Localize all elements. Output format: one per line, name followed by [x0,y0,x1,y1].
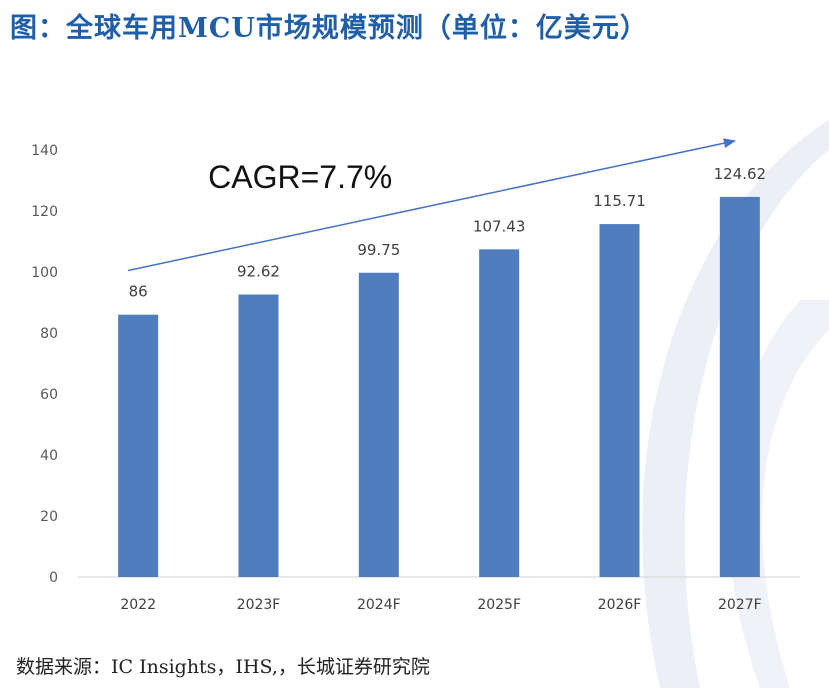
cagr-annotation: CAGR=7.7% [128,138,736,272]
data-label: 115.71 [593,192,646,210]
data-label: 92.62 [237,263,280,281]
x-tick-label: 2026F [598,597,642,613]
y-tick-label: 60 [40,387,58,403]
trend-arrow [128,138,736,272]
cagr-label: CAGR=7.7% [208,159,392,195]
bar [599,224,640,577]
data-label: 107.43 [473,217,526,235]
bar [358,272,399,577]
y-tick-label: 120 [31,204,58,220]
data-label: 99.75 [357,241,400,259]
y-tick-label: 0 [49,570,58,586]
x-tick-label: 2027F [718,597,762,613]
bar [719,196,760,577]
source-note: 数据来源：IC Insights，IHS,，长城证券研究院 [16,656,430,678]
y-tick-label: 80 [40,326,58,342]
y-tick-label: 40 [40,448,58,464]
data-labels: 2022 86 2023F 92.62 2024F 99.75 2025F 107.43 202… [120,165,766,613]
chart-title: 图：全球车用MCU市场规模预测（单位：亿美元） [10,13,648,44]
data-label: 86 [129,283,148,301]
x-tick-label: 2024F [357,597,401,613]
x-tick-label: 2025F [477,597,521,613]
x-tick-label: 2023F [237,597,281,613]
bar [479,249,520,577]
y-tick-label: 20 [40,509,58,525]
y-tick-label: 100 [31,265,58,281]
bars [118,196,760,577]
x-tick-label: 2022 [120,597,156,613]
data-label: 124.62 [714,165,767,183]
y-tick-label: 140 [31,143,58,159]
bar [118,314,159,577]
bar [238,294,279,577]
axes: 0 20 40 60 80 100 120 140 [31,143,800,586]
